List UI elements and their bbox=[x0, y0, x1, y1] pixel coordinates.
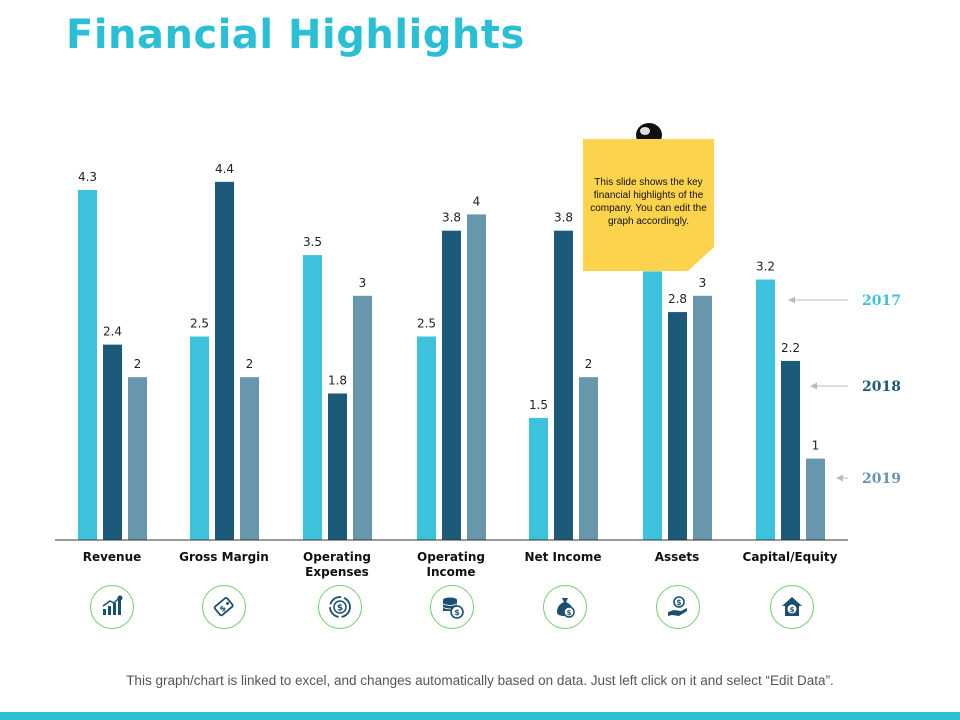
category-label-0: Revenue bbox=[83, 550, 142, 564]
svg-text:$: $ bbox=[567, 609, 572, 617]
legend-arrowhead-2018 bbox=[810, 382, 817, 390]
value-label-2018-5: 2.8 bbox=[668, 292, 687, 306]
svg-text:$: $ bbox=[218, 603, 228, 614]
legend-label-2018: 2018 bbox=[862, 379, 901, 395]
value-label-2018-1: 4.4 bbox=[215, 162, 234, 176]
svg-text:$: $ bbox=[337, 604, 343, 614]
value-label-2019-1: 2 bbox=[246, 357, 254, 371]
bar-2019-4[interactable] bbox=[579, 377, 598, 540]
value-label-2019-2: 3 bbox=[359, 276, 367, 290]
bar-2019-1[interactable] bbox=[240, 377, 259, 540]
category-label-4: Net Income bbox=[524, 550, 601, 564]
bar-2017-4[interactable] bbox=[529, 417, 548, 540]
value-label-2017-0: 4.3 bbox=[78, 170, 97, 184]
bar-2018-5[interactable] bbox=[668, 312, 687, 540]
bar-2018-6[interactable] bbox=[781, 360, 800, 540]
category-label-6: Capital/Equity bbox=[743, 550, 838, 564]
house-dollar-icon: $ bbox=[770, 585, 814, 629]
value-label-2018-0: 2.4 bbox=[103, 325, 122, 339]
bar-2019-5[interactable] bbox=[693, 295, 712, 540]
value-label-2017-1: 2.5 bbox=[190, 317, 209, 331]
hand-coin-icon: $ bbox=[656, 585, 700, 629]
bar-2017-3[interactable] bbox=[417, 336, 436, 541]
category-label-3: Operating Income bbox=[417, 550, 485, 579]
sticky-note bbox=[583, 139, 714, 271]
category-label-group: Revenue Gross Margin Operating Expenses Oper… bbox=[83, 550, 838, 579]
value-label-2018-3: 3.8 bbox=[442, 211, 461, 225]
category-label-5: Assets bbox=[655, 550, 700, 564]
bar-2017-0[interactable] bbox=[78, 189, 97, 541]
value-label-2018-6: 2.2 bbox=[781, 341, 800, 355]
bar-2019-6[interactable] bbox=[806, 458, 825, 540]
bar-2019-3[interactable] bbox=[467, 214, 486, 540]
money-tag-icon: $ bbox=[202, 585, 246, 629]
footer-text: This graph/chart is linked to excel, and… bbox=[126, 673, 834, 688]
value-label-2019-4: 2 bbox=[585, 357, 593, 371]
svg-text:$: $ bbox=[676, 598, 681, 607]
money-bag-icon: $ bbox=[543, 585, 587, 629]
page-title: Financial Highlights bbox=[66, 12, 525, 58]
bar-2017-6[interactable] bbox=[756, 279, 775, 540]
category-label-1: Gross Margin bbox=[179, 550, 269, 564]
legend-arrowhead-2019 bbox=[836, 474, 843, 482]
bar-2017-2[interactable] bbox=[303, 255, 322, 540]
bar-chart[interactable]: 4.32.422.54.423.51.832.53.841.53.823.32.… bbox=[0, 0, 960, 660]
coin-cycle-icon: $ bbox=[318, 585, 362, 629]
value-label-2017-3: 2.5 bbox=[417, 317, 436, 331]
value-label-2017-4: 1.5 bbox=[529, 398, 548, 412]
coin-stack-icon: $ bbox=[430, 585, 474, 629]
value-label-2019-6: 1 bbox=[812, 439, 820, 453]
bar-2019-2[interactable] bbox=[353, 295, 372, 540]
bar-2018-3[interactable] bbox=[442, 230, 461, 540]
bar-2018-4[interactable] bbox=[554, 230, 573, 540]
legend-arrowhead-2017 bbox=[788, 296, 795, 304]
bar-2017-1[interactable] bbox=[190, 336, 209, 541]
svg-text:$: $ bbox=[790, 606, 795, 614]
bottom-accent-bar bbox=[0, 712, 960, 720]
legend-label-2017: 2017 bbox=[862, 293, 901, 309]
category-label-2: Operating Expenses bbox=[303, 550, 371, 579]
value-label-2019-3: 4 bbox=[473, 194, 481, 208]
value-label-2019-5: 3 bbox=[699, 276, 707, 290]
bar-2018-1[interactable] bbox=[215, 181, 234, 540]
legend-label-2019: 2019 bbox=[862, 471, 901, 487]
bar-2017-5[interactable] bbox=[643, 271, 662, 540]
svg-text:$: $ bbox=[454, 608, 460, 617]
bar-2018-0[interactable] bbox=[103, 344, 122, 540]
value-label-2018-2: 1.8 bbox=[328, 373, 347, 387]
legend: 2017 2018 2019 bbox=[788, 293, 901, 487]
bar-2019-0[interactable] bbox=[128, 377, 147, 540]
sticky-note-text: This slide shows the key financial highl… bbox=[590, 177, 707, 227]
value-label-2019-0: 2 bbox=[134, 357, 142, 371]
bar-group bbox=[78, 181, 825, 541]
value-label-2017-6: 3.2 bbox=[756, 260, 775, 274]
value-label-group: 4.32.422.54.423.51.832.53.841.53.823.32.… bbox=[78, 162, 819, 453]
value-label-2018-4: 3.8 bbox=[554, 211, 573, 225]
growth-chart-icon bbox=[90, 585, 134, 629]
bar-2018-2[interactable] bbox=[328, 393, 347, 540]
value-label-2017-2: 3.5 bbox=[303, 235, 322, 249]
